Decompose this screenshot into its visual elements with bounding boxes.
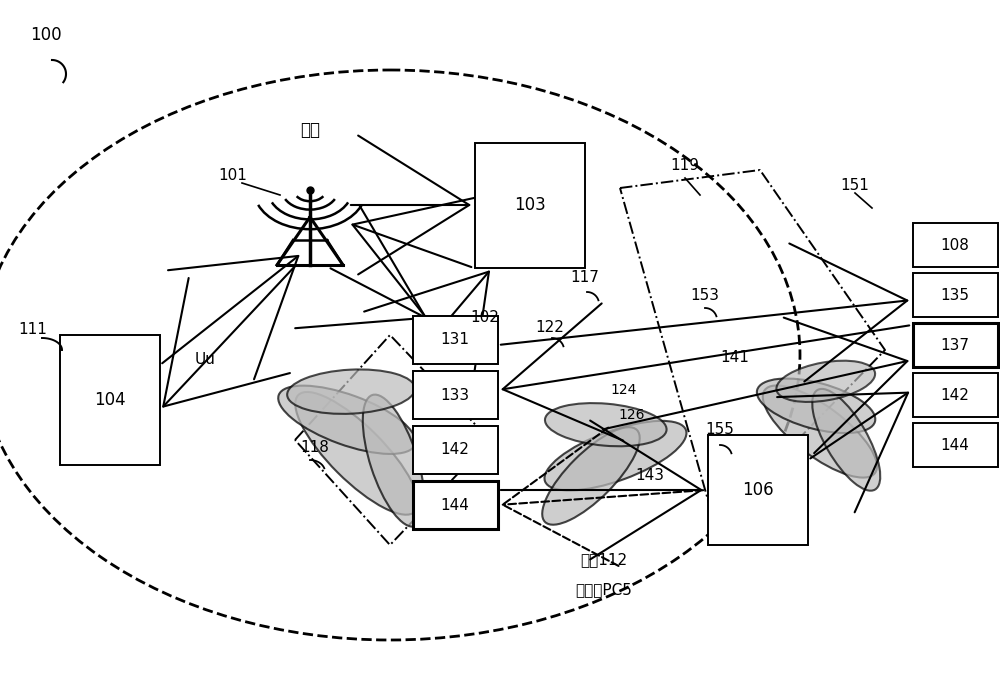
Text: 135: 135 [940, 288, 970, 303]
FancyBboxPatch shape [413, 481, 498, 529]
Ellipse shape [545, 403, 667, 446]
Text: 133: 133 [440, 387, 470, 403]
Text: 142: 142 [941, 387, 969, 403]
Text: 117: 117 [570, 271, 599, 286]
Ellipse shape [363, 395, 425, 527]
Ellipse shape [812, 389, 880, 491]
FancyBboxPatch shape [413, 371, 498, 419]
Text: 124: 124 [610, 383, 636, 397]
Text: 137: 137 [940, 338, 970, 353]
Text: 119: 119 [670, 158, 699, 173]
Ellipse shape [776, 361, 875, 402]
Text: 108: 108 [941, 238, 969, 253]
Ellipse shape [757, 378, 875, 433]
Text: 側锣路PC5: 側锣路PC5 [575, 582, 632, 598]
Text: 144: 144 [441, 498, 469, 512]
Text: 141: 141 [720, 351, 749, 366]
FancyBboxPatch shape [912, 323, 998, 367]
Text: 143: 143 [635, 468, 664, 483]
Ellipse shape [278, 386, 416, 454]
Text: 111: 111 [18, 322, 47, 338]
Ellipse shape [544, 421, 686, 490]
Text: 106: 106 [742, 481, 774, 499]
Text: 锣路112: 锣路112 [580, 552, 627, 567]
Text: 144: 144 [941, 437, 969, 452]
Text: 126: 126 [618, 408, 644, 422]
FancyBboxPatch shape [912, 423, 998, 467]
Text: 131: 131 [440, 332, 470, 347]
Ellipse shape [542, 427, 640, 525]
FancyBboxPatch shape [413, 315, 498, 364]
FancyBboxPatch shape [413, 426, 498, 474]
Text: 104: 104 [94, 391, 126, 409]
FancyBboxPatch shape [912, 223, 998, 267]
FancyBboxPatch shape [912, 373, 998, 417]
Text: 100: 100 [30, 26, 62, 44]
Ellipse shape [763, 385, 877, 477]
Text: 153: 153 [690, 288, 719, 303]
FancyBboxPatch shape [912, 273, 998, 317]
Text: 155: 155 [705, 422, 734, 437]
Text: 基站: 基站 [300, 121, 320, 139]
Text: 118: 118 [300, 441, 329, 456]
Text: Uu: Uu [195, 353, 216, 368]
Text: 142: 142 [441, 443, 469, 458]
Text: 101: 101 [218, 167, 247, 183]
Ellipse shape [287, 370, 415, 414]
Text: 102: 102 [470, 311, 499, 326]
FancyBboxPatch shape [708, 435, 808, 545]
Text: 122: 122 [535, 320, 564, 336]
Text: 151: 151 [840, 177, 869, 192]
Ellipse shape [295, 392, 418, 515]
FancyBboxPatch shape [475, 142, 585, 267]
Text: 103: 103 [514, 196, 546, 214]
FancyBboxPatch shape [60, 335, 160, 465]
